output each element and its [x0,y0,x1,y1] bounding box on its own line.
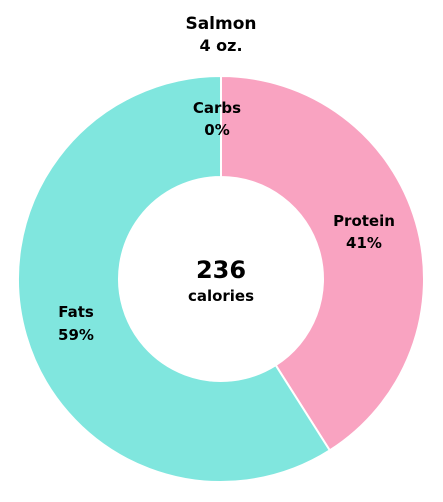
slice-value-fats: 59% [58,326,94,344]
slice-label-fats: Fats [58,303,94,321]
center-calorie-label: calories [188,287,254,305]
chart-title: Salmon [185,14,256,34]
chart-subtitle: 4 oz. [199,36,242,55]
slice-protein [220,74,425,452]
slice-value-carbs: 0% [204,121,229,139]
donut-slices [17,74,425,483]
slice-value-protein: 41% [346,234,382,252]
center-calorie-value: 236 [196,256,246,284]
slice-label-protein: Protein [333,212,395,230]
slice-fats [17,74,332,483]
slice-label-carbs: Carbs [193,99,241,117]
